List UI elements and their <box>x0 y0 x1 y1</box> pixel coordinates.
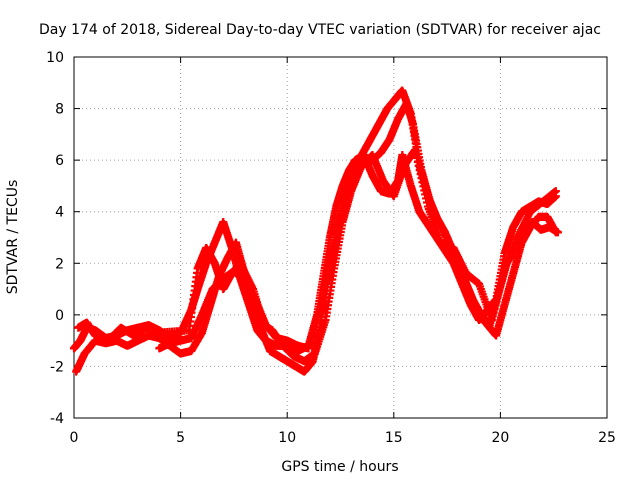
y-axis-label: SDTVAR / TECUs <box>5 180 21 295</box>
axis-ticks: 0 5 10 15 20 25 -4 -2 0 2 4 6 8 10 <box>46 50 616 446</box>
y-tick-label: -4 <box>50 411 64 427</box>
data-point <box>551 187 560 196</box>
x-tick-label: 15 <box>385 430 403 446</box>
y-tick-label: -2 <box>50 359 64 375</box>
plot-frame <box>73 56 608 419</box>
y-tick-label: 10 <box>46 50 64 66</box>
y-tick-label: 2 <box>55 256 64 272</box>
series-track-d <box>74 145 560 366</box>
y-tick-label: 4 <box>55 205 64 221</box>
x-tick-label: 5 <box>176 430 185 446</box>
x-tick-label: 20 <box>491 430 509 446</box>
y-tick-label: 0 <box>55 308 64 324</box>
chart-title: Day 174 of 2018, Sidereal Day-to-day VTE… <box>39 22 601 38</box>
data-points <box>70 86 562 376</box>
x-tick-label: 25 <box>598 430 616 446</box>
x-axis-label: GPS time / hours <box>281 459 398 475</box>
x-tick-label: 10 <box>278 430 296 446</box>
y-tick-label: 8 <box>55 102 64 118</box>
y-tick-label: 6 <box>55 153 64 169</box>
x-tick-label: 0 <box>70 430 79 446</box>
data-point <box>553 228 562 237</box>
